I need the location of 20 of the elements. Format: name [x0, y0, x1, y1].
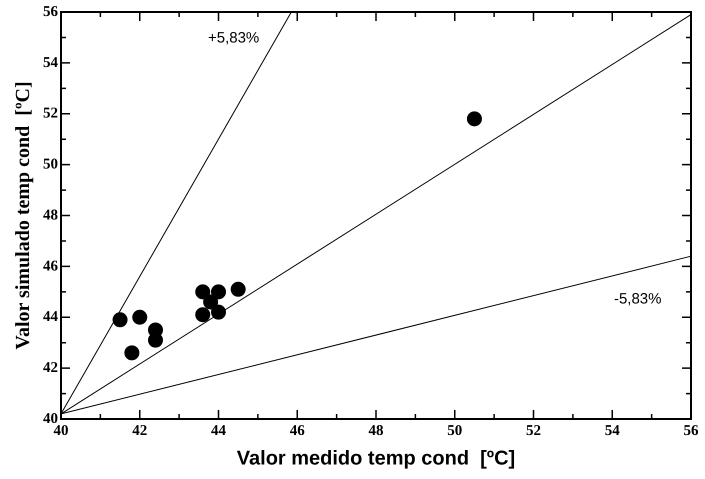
y-tick-label: 56 [43, 4, 58, 20]
x-tick-label: 48 [368, 422, 384, 439]
y-axis-title: Valor simulado temp cond [ºC] [12, 81, 34, 350]
x-tick-label: 56 [684, 422, 699, 439]
series-label: +5,83% [208, 29, 260, 46]
y-tick-label: 54 [43, 54, 58, 71]
x-axis-title: Valor medido temp cond [ºC] [236, 448, 516, 470]
legend-label: -5,83% [614, 290, 662, 308]
y-tick-label: 50 [43, 156, 58, 172]
y-tick-label: 52 [43, 106, 58, 122]
y-tick-label: 42 [43, 360, 58, 376]
y-tick-label: 48 [43, 207, 58, 224]
x-tick-label: 44 [211, 422, 226, 439]
y-tick-label: 44 [43, 309, 58, 326]
x-tick-label: 46 [290, 422, 306, 439]
x-tick-label: 54 [604, 422, 620, 439]
x-tick-label: 52 [526, 422, 541, 439]
y-tick-label: 46 [43, 258, 58, 274]
x-tick-label: 50 [447, 422, 462, 439]
x-tick-label: 42 [132, 422, 148, 439]
